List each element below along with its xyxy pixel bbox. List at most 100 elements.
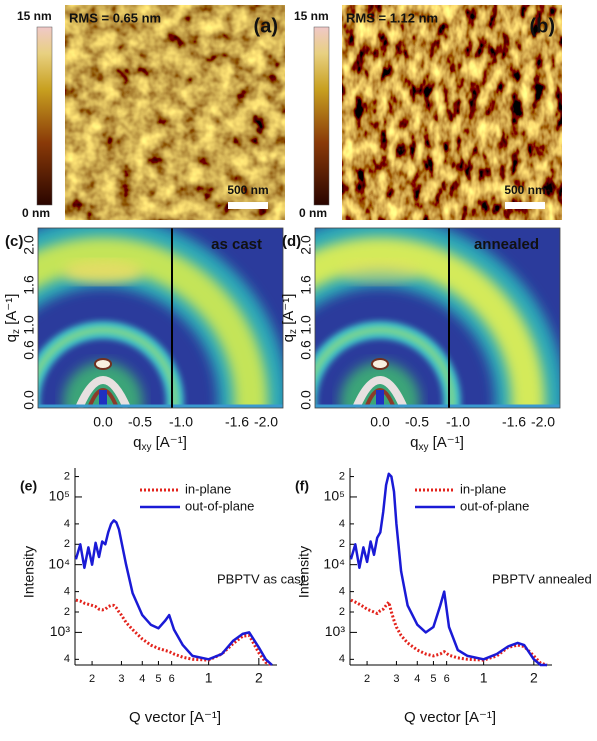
x-tick-label: 5 <box>155 673 161 685</box>
x-tick-label: 4 <box>139 673 145 685</box>
x-tick-label: -2.0 <box>531 414 555 430</box>
x-tick-label: 2 <box>364 673 370 685</box>
x-tick-label: 2 <box>89 673 95 685</box>
inner-ring-core <box>315 327 455 408</box>
y-tick-label: 10³ <box>325 623 346 639</box>
scale-bar <box>228 202 268 209</box>
y-axis-label: Intensity <box>21 546 37 598</box>
outer-ring <box>315 237 545 408</box>
x-axis-label-base: q <box>410 434 418 451</box>
y-tick-label: 2 <box>339 606 345 618</box>
ring-highlight <box>340 260 420 284</box>
series-line <box>75 598 273 667</box>
panel-label: (c) <box>5 233 23 250</box>
legend-label: out-of-plane <box>185 498 254 513</box>
x-tick-label: 4 <box>414 673 420 685</box>
image-frame <box>37 227 284 409</box>
plot-area <box>75 519 273 667</box>
y-tick-label: 1.6 <box>21 275 37 295</box>
x-tick-label: 3 <box>118 673 124 685</box>
y-tick-label: 4 <box>64 586 70 598</box>
y-tick-label: 2 <box>64 606 70 618</box>
y-tick-label: 10⁴ <box>48 555 70 571</box>
x-axis-label-sub: xy <box>141 442 151 453</box>
x-axis-label: qxy [A⁻¹] <box>133 434 187 453</box>
series-line <box>350 598 548 667</box>
x-tick-label: -1.0 <box>169 414 193 430</box>
image-frame <box>314 227 561 409</box>
y-tick-label: 0.6 <box>21 340 37 360</box>
y-axis-label-unit: [A⁻¹] <box>3 294 20 329</box>
inner-ring-core <box>38 327 178 408</box>
specular-spot <box>94 358 112 370</box>
colorbar-min-label: 0 nm <box>22 206 50 220</box>
condition-label: annealed <box>474 236 539 253</box>
y-tick-label: 4 <box>64 518 70 530</box>
x-axis-label-sub: xy <box>418 442 428 453</box>
y-tick-label: 2.0 <box>21 235 37 255</box>
y-tick-label: 10⁵ <box>49 488 70 504</box>
series-line <box>350 472 547 667</box>
y-tick-label: 10³ <box>50 623 71 639</box>
legend-label: out-of-plane <box>460 498 529 513</box>
x-tick-label: -0.5 <box>128 414 152 430</box>
y-axis-label: qz [A⁻¹] <box>280 294 299 343</box>
colorbar <box>36 26 53 206</box>
x-axis-label: qxy [A⁻¹] <box>410 434 464 453</box>
x-tick-label: 1 <box>205 670 213 686</box>
y-tick-label: 2 <box>339 538 345 550</box>
y-axis-label-sub: z <box>288 329 299 334</box>
afm-image <box>65 5 285 220</box>
ring-highlight <box>63 260 143 284</box>
giwaxs-image <box>315 228 560 408</box>
x-axis-label-unit: [A⁻¹] <box>151 434 186 451</box>
rms-label: RMS = 0.65 nm <box>69 10 161 25</box>
y-tick-label: 4 <box>339 518 345 530</box>
x-tick-label: -1.6 <box>225 414 249 430</box>
scale-bar-label: 500 nm <box>504 183 545 197</box>
beamstop-arc <box>75 376 131 408</box>
x-tick-label: -1.0 <box>446 414 470 430</box>
x-tick-label: 3 <box>393 673 399 685</box>
y-tick-label: 0.0 <box>298 390 314 410</box>
panel-label: (a) <box>254 15 278 37</box>
beamstop-arc <box>352 376 408 408</box>
beamstop <box>99 390 107 408</box>
beamstop <box>376 390 384 408</box>
x-axis-label-base: q <box>133 434 141 451</box>
y-axis-label-sub: z <box>11 329 22 334</box>
x-tick-label: 2 <box>255 670 263 686</box>
y-tick-label: 10⁵ <box>324 488 345 504</box>
legend-label: in-plane <box>460 481 506 496</box>
x-tick-label: -2.0 <box>254 414 278 430</box>
y-tick-label: 2 <box>64 470 70 482</box>
panel-label: (d) <box>282 233 301 250</box>
x-tick-label: 5 <box>430 673 436 685</box>
y-tick-label: 0.6 <box>298 340 314 360</box>
x-axis-label-unit: [A⁻¹] <box>428 434 463 451</box>
plot-area <box>350 472 548 667</box>
x-tick-label: 0.0 <box>370 414 390 430</box>
y-tick-label: 4 <box>339 586 345 598</box>
x-axis-label: Q vector [A⁻¹] <box>129 709 221 726</box>
y-tick-label: 4 <box>339 653 345 665</box>
x-tick-label: 0.0 <box>93 414 113 430</box>
condition-label: as cast <box>211 236 262 253</box>
afm-image <box>342 5 562 220</box>
y-tick-label: 0.0 <box>21 390 37 410</box>
x-axis-label: Q vector [A⁻¹] <box>404 709 496 726</box>
panel-label: (b) <box>529 15 555 37</box>
scale-bar-label: 500 nm <box>227 183 268 197</box>
y-tick-label: 4 <box>64 653 70 665</box>
x-tick-label: 6 <box>444 673 450 685</box>
colorbar-max-label: 15 nm <box>17 9 52 23</box>
rms-label: RMS = 1.12 nm <box>346 10 438 25</box>
y-tick-label: 2.0 <box>298 235 314 255</box>
annotation: PBPTV annealed <box>492 571 592 586</box>
colorbar-max-label: 15 nm <box>294 9 329 23</box>
legend-label: in-plane <box>185 481 231 496</box>
panel-label: (f) <box>295 478 309 494</box>
scale-bar <box>505 202 545 209</box>
annotation: PBPTV as cast <box>217 571 305 586</box>
y-tick-label: 1.6 <box>298 275 314 295</box>
